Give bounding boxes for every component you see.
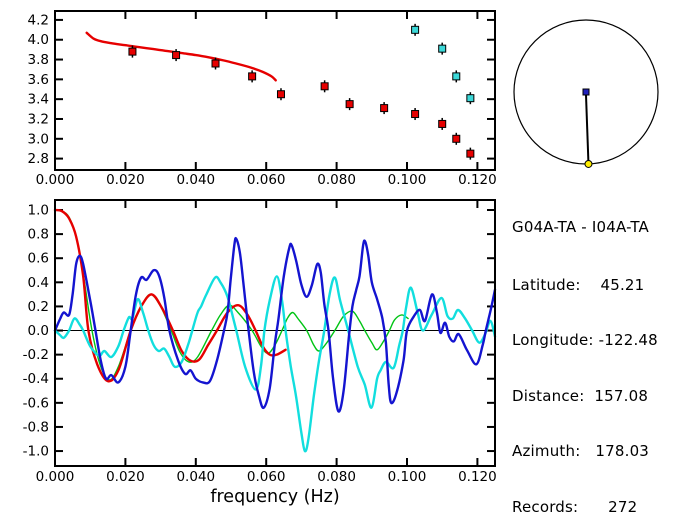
station-pair-title: G04A-TA - I04A-TA bbox=[512, 218, 650, 236]
x-tick-label: 0.080 bbox=[317, 469, 356, 485]
y-tick-label: 0.4 bbox=[28, 275, 49, 291]
cyan-square-measurements-marker bbox=[411, 25, 420, 34]
cyan-square-measurements-marker bbox=[466, 94, 475, 103]
y-tick-label: 0.2 bbox=[28, 299, 49, 315]
x-tick-label: 0.000 bbox=[36, 172, 75, 188]
red-dispersion-curve bbox=[85, 31, 277, 82]
y-tick-label: 3.4 bbox=[28, 92, 49, 108]
x-tick-label: 0.060 bbox=[247, 469, 286, 485]
red-square-measurements-marker bbox=[320, 82, 329, 91]
y-tick-label: 2.8 bbox=[28, 151, 49, 167]
plot-frame bbox=[54, 199, 496, 467]
red-square-measurements-marker bbox=[466, 149, 475, 158]
y-tick-label: 3.0 bbox=[28, 131, 49, 147]
red-square-measurements-marker bbox=[438, 119, 447, 128]
cyan-spectrum-curve bbox=[53, 275, 497, 453]
y-tick-label: 0.0 bbox=[28, 323, 49, 339]
station-info-panel: G04A-TA - I04A-TA Latitude: 45.21 Longit… bbox=[512, 181, 658, 519]
y-tick-label: 0.8 bbox=[28, 227, 49, 243]
x-tick-label: 0.020 bbox=[106, 172, 145, 188]
red-windowed-curve bbox=[53, 208, 287, 383]
station-longitude-line: Longitude: -122.48 bbox=[512, 331, 658, 349]
y-tick-label: 0.6 bbox=[28, 251, 49, 267]
y-tick-label: -1.0 bbox=[23, 444, 49, 460]
y-tick-label: -0.6 bbox=[23, 395, 49, 411]
station-distance-line: Distance: 157.08 bbox=[512, 386, 649, 405]
y-tick-label: -0.8 bbox=[23, 419, 49, 435]
y-tick-label: 3.6 bbox=[28, 72, 49, 88]
spectrum-plot: 0.000 0.020 0.040 0.060 0.080 0.100 0.120 -1.0 -… bbox=[23, 199, 497, 507]
blue-spectrum-curve bbox=[53, 236, 497, 413]
x-axis-title: frequency (Hz) bbox=[210, 487, 339, 507]
x-tick-label: 0.080 bbox=[317, 172, 356, 188]
cyan-square-measurements bbox=[411, 23, 475, 105]
azimuth-needle bbox=[585, 94, 590, 164]
y-tick-label: -0.4 bbox=[23, 371, 49, 387]
red-square-measurements-marker bbox=[380, 104, 389, 113]
y-tick-label: 3.8 bbox=[28, 52, 49, 68]
x-tick-label: 0.100 bbox=[388, 469, 427, 485]
x-tick-label: 0.120 bbox=[458, 172, 497, 188]
center-station-marker bbox=[582, 88, 590, 96]
station-latitude-line: Latitude: 45.21 bbox=[512, 275, 645, 294]
target-station-marker bbox=[584, 159, 593, 168]
red-square-measurements-marker bbox=[276, 90, 285, 99]
red-square-measurements bbox=[128, 45, 475, 160]
x-tick-label: 0.120 bbox=[458, 469, 497, 485]
red-square-measurements-marker bbox=[211, 59, 220, 68]
red-square-measurements-marker bbox=[128, 47, 137, 56]
x-tick-label: 0.040 bbox=[176, 469, 215, 485]
x-tick-label: 0.100 bbox=[388, 172, 427, 188]
cyan-square-measurements-marker bbox=[452, 72, 461, 81]
y-tick-label: -0.2 bbox=[23, 347, 49, 363]
red-square-measurements-marker bbox=[411, 110, 420, 119]
plot-frame bbox=[54, 10, 496, 171]
red-square-measurements-marker bbox=[172, 51, 181, 60]
y-tick-label: 4.0 bbox=[28, 32, 49, 48]
x-tick-label: 0.020 bbox=[106, 469, 145, 485]
x-tick-label: 0.040 bbox=[176, 172, 215, 188]
red-square-measurements-marker bbox=[452, 134, 461, 143]
y-tick-label: 4.2 bbox=[28, 12, 49, 28]
red-square-measurements-marker bbox=[345, 100, 354, 109]
azimuth-dial bbox=[513, 19, 659, 168]
station-azimuth-line: Azimuth: 178.03 bbox=[512, 442, 650, 460]
red-square-measurements-marker bbox=[248, 72, 257, 81]
cyan-square-measurements-marker bbox=[438, 44, 447, 53]
dispersion-plot: 0.000 0.020 0.040 0.060 0.080 0.100 0.120 2.8 3.… bbox=[28, 10, 497, 188]
station-records-line: Records: 272 bbox=[512, 497, 638, 516]
y-tick-label: 3.2 bbox=[28, 111, 49, 127]
x-tick-label: 0.000 bbox=[36, 469, 75, 485]
y-tick-label: 1.0 bbox=[28, 203, 49, 219]
x-tick-label: 0.060 bbox=[247, 172, 286, 188]
